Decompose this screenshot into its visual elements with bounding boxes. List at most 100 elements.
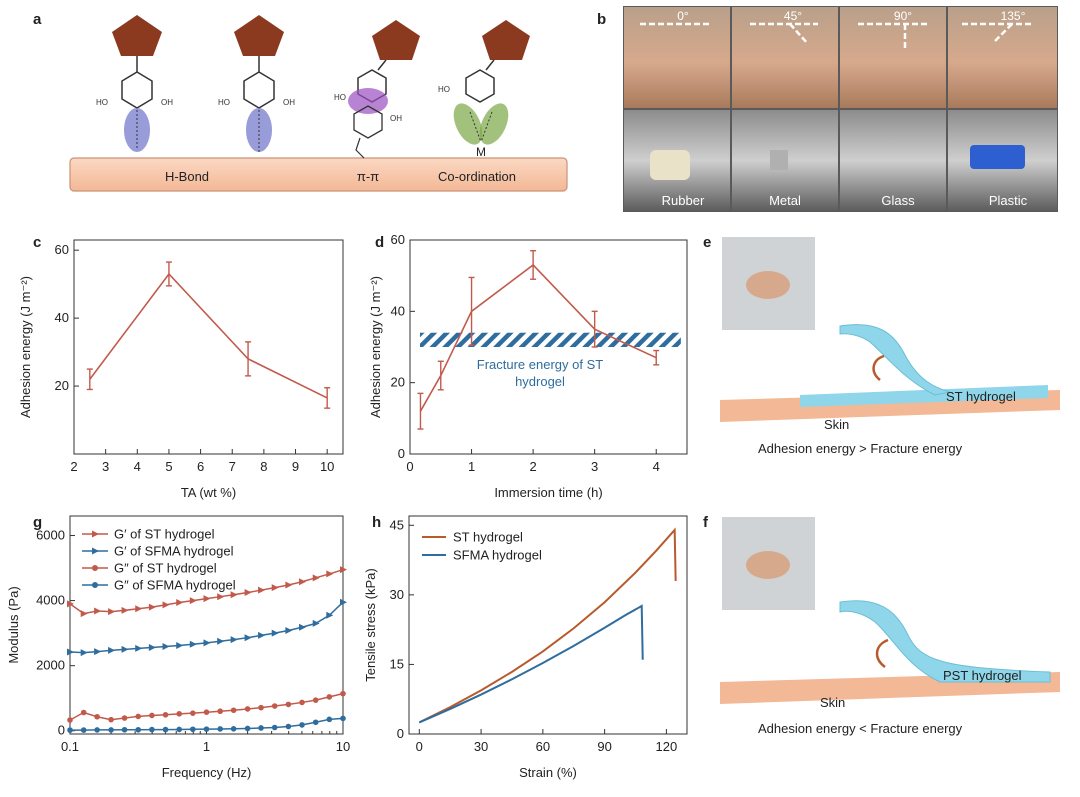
data-point (326, 611, 334, 619)
data-point (271, 584, 279, 592)
y-tick-label: 4000 (36, 593, 65, 608)
x-tick-label: 6 (197, 459, 204, 474)
y-axis-label: Modulus (Pa) (6, 586, 21, 663)
label-coordination: Co-ordination (438, 169, 516, 184)
x-axis-label: Immersion time (h) (494, 485, 602, 500)
data-point (176, 726, 183, 733)
x-tick-label: 0 (406, 459, 413, 474)
legend-label: ST hydrogel (453, 530, 523, 545)
panel-letter-h: h (372, 514, 381, 531)
hydrogel-label-e: ST hydrogel (946, 389, 1016, 404)
chart-h-stress-vs-strain: 0 30 60 90 120 0 15 30 45 Strain (%) Tensile stres… (363, 515, 688, 780)
panel-letter-c: c (33, 234, 41, 251)
data-point (340, 690, 346, 697)
material-label-glass: Glass (881, 193, 915, 208)
pentagon-icon (234, 15, 284, 56)
y-axis-label: Tensile stress (kPa) (363, 568, 378, 681)
data-point (135, 726, 142, 733)
ho-label: HO (438, 85, 450, 94)
x-tick-label: 120 (656, 739, 678, 754)
label-h-bond: H-Bond (165, 169, 209, 184)
series-line (89, 272, 328, 399)
x-tick-label: 10 (320, 459, 334, 474)
data-point (340, 566, 347, 574)
data-point (80, 709, 87, 716)
y-axis-label: Adhesion energy (J m⁻²) (368, 276, 383, 418)
data-point (312, 719, 319, 726)
y-tick-label: 20 (55, 378, 69, 393)
bond-type-labels: H-Bond π-π Co-ordination (165, 169, 516, 184)
data-point (189, 640, 197, 648)
y-tick-label: 60 (391, 232, 405, 247)
material-label-metal: Metal (769, 193, 801, 208)
x-tick-label: 4 (653, 459, 660, 474)
material-label-plastic: Plastic (989, 193, 1028, 208)
y-tick-label: 0 (398, 446, 405, 461)
data-point (94, 727, 100, 733)
data-point (217, 708, 224, 715)
hydrogel-peel (839, 324, 951, 396)
y-tick-label: 30 (390, 587, 404, 602)
x-tick-label: 1 (468, 459, 475, 474)
ho-label: HO (334, 93, 346, 102)
hydroxyl-labels: HO OH HO OH HO OH HO (96, 85, 450, 123)
hydrogel-film (800, 385, 1048, 407)
data-point (299, 623, 307, 631)
data-point (121, 726, 128, 733)
metal-label: M (476, 145, 486, 159)
x-tick-label: 9 (292, 459, 299, 474)
panel-letters: a b c d e g h f (33, 11, 711, 531)
data-point (148, 603, 156, 611)
x-tick-label: 0.1 (61, 739, 79, 754)
x-tick-label: 90 (597, 739, 611, 754)
data-point (340, 598, 347, 606)
caption-e: Adhesion energy > Fracture energy (758, 441, 963, 456)
y-tick-label: 2000 (36, 658, 65, 673)
hydrogel-peel (839, 600, 1051, 683)
data-point (162, 712, 169, 718)
fracture-energy-band (420, 332, 681, 347)
data-point (217, 593, 225, 601)
angle-label-90: 90° (894, 9, 912, 23)
data-point (203, 595, 211, 603)
data-point (285, 581, 293, 589)
x-tick-label: 8 (260, 459, 267, 474)
x-tick-label: 30 (474, 739, 488, 754)
data-point (258, 586, 266, 594)
data-point (94, 648, 102, 656)
pi-pi-ellipse (348, 88, 388, 114)
data-point (312, 619, 320, 627)
series-line (418, 604, 644, 724)
data-point (299, 699, 305, 706)
oh-label: OH (283, 98, 295, 107)
legend-marker (92, 565, 98, 571)
data-point (121, 715, 128, 721)
data-point (135, 605, 143, 613)
data-point (312, 697, 319, 703)
y-tick-label: 40 (391, 303, 405, 318)
coordination-ellipse-right (479, 103, 509, 145)
pentagon-icon (372, 20, 420, 60)
y-tick-label: 20 (391, 375, 405, 390)
hydrogel-label-f: PST hydrogel (943, 668, 1022, 683)
rubber-object (650, 150, 690, 180)
data-point (340, 715, 346, 722)
pentagon-icon (482, 20, 530, 60)
legend-marker (92, 582, 98, 588)
data-point (108, 716, 114, 723)
data-point (80, 610, 88, 618)
y-tick-label: 6000 (36, 528, 65, 543)
x-axis-label: TA (wt %) (181, 485, 236, 500)
data-point (203, 726, 210, 732)
angle-label-135: 135° (1001, 9, 1026, 23)
x-axis-label: Strain (%) (519, 765, 577, 780)
ho-label: HO (218, 98, 230, 107)
data-point (67, 600, 74, 608)
data-point (271, 703, 278, 709)
photo-row-angles: 0° 45° 90° 135° (624, 7, 1057, 108)
data-point (217, 726, 224, 732)
data-point (67, 727, 73, 733)
data-point (176, 711, 183, 717)
legend-label: SFMA hydrogel (453, 548, 542, 563)
data-point (271, 629, 279, 637)
